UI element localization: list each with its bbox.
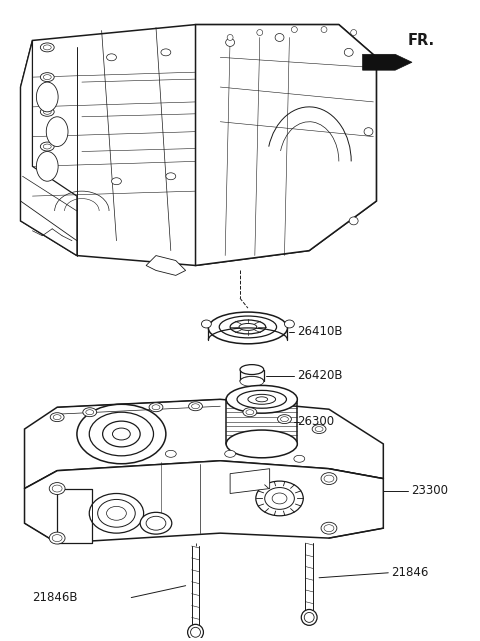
Ellipse shape (294, 455, 305, 462)
Ellipse shape (291, 26, 297, 33)
Ellipse shape (246, 410, 254, 415)
Polygon shape (57, 488, 92, 543)
Ellipse shape (315, 426, 323, 431)
Ellipse shape (321, 26, 327, 33)
Ellipse shape (140, 512, 172, 534)
Ellipse shape (275, 33, 284, 42)
Ellipse shape (225, 451, 236, 457)
Ellipse shape (324, 525, 334, 531)
Text: FR.: FR. (408, 33, 435, 48)
Ellipse shape (277, 415, 291, 424)
Ellipse shape (49, 532, 65, 544)
Ellipse shape (351, 29, 357, 35)
Ellipse shape (46, 117, 68, 147)
Text: 26410B: 26410B (297, 326, 343, 338)
Ellipse shape (77, 404, 166, 463)
Ellipse shape (257, 29, 263, 35)
Ellipse shape (40, 107, 54, 116)
Ellipse shape (230, 320, 266, 334)
Ellipse shape (226, 385, 297, 413)
Ellipse shape (40, 43, 54, 52)
Ellipse shape (111, 178, 121, 185)
Polygon shape (146, 256, 186, 276)
Ellipse shape (36, 151, 58, 181)
Polygon shape (230, 469, 270, 494)
Ellipse shape (161, 49, 171, 56)
Ellipse shape (304, 612, 314, 622)
Ellipse shape (226, 430, 297, 458)
Ellipse shape (107, 506, 126, 520)
Ellipse shape (208, 312, 288, 344)
Ellipse shape (321, 522, 337, 534)
Polygon shape (21, 24, 376, 265)
Ellipse shape (89, 494, 144, 533)
Ellipse shape (166, 451, 176, 457)
Ellipse shape (107, 54, 117, 61)
Ellipse shape (324, 475, 334, 482)
Ellipse shape (36, 82, 58, 112)
Ellipse shape (40, 72, 54, 81)
Ellipse shape (89, 412, 154, 456)
Ellipse shape (191, 628, 201, 637)
Ellipse shape (280, 417, 288, 422)
Ellipse shape (312, 424, 326, 433)
Text: 23300: 23300 (411, 484, 448, 497)
Ellipse shape (146, 516, 166, 530)
Text: 26420B: 26420B (297, 369, 343, 382)
Ellipse shape (50, 413, 64, 422)
Ellipse shape (43, 110, 51, 114)
Ellipse shape (256, 481, 303, 516)
Text: 26300: 26300 (297, 415, 335, 428)
Polygon shape (24, 461, 384, 543)
Ellipse shape (166, 173, 176, 179)
Text: 21846: 21846 (391, 566, 429, 579)
Ellipse shape (240, 365, 264, 374)
Polygon shape (24, 399, 384, 488)
Ellipse shape (43, 144, 51, 149)
Ellipse shape (349, 217, 358, 225)
Ellipse shape (86, 410, 94, 415)
Ellipse shape (53, 415, 61, 420)
Ellipse shape (202, 320, 211, 328)
Ellipse shape (189, 402, 203, 411)
Ellipse shape (43, 45, 51, 50)
Polygon shape (362, 54, 412, 70)
Text: 21846B: 21846B (33, 591, 78, 604)
Ellipse shape (226, 38, 235, 46)
Ellipse shape (49, 483, 65, 494)
Ellipse shape (103, 421, 140, 447)
Polygon shape (195, 24, 376, 265)
Ellipse shape (248, 394, 276, 404)
Ellipse shape (43, 74, 51, 79)
Ellipse shape (149, 403, 163, 412)
Ellipse shape (188, 624, 204, 640)
Ellipse shape (227, 35, 233, 40)
Ellipse shape (83, 408, 96, 417)
Ellipse shape (52, 485, 62, 492)
Ellipse shape (344, 48, 353, 56)
Ellipse shape (97, 499, 135, 527)
Ellipse shape (243, 408, 257, 417)
Ellipse shape (321, 472, 337, 485)
Ellipse shape (256, 397, 268, 402)
Ellipse shape (152, 404, 160, 410)
Ellipse shape (40, 142, 54, 151)
Ellipse shape (264, 488, 294, 510)
Ellipse shape (272, 493, 287, 504)
Ellipse shape (237, 390, 287, 408)
Ellipse shape (285, 320, 294, 328)
Polygon shape (21, 40, 77, 256)
Ellipse shape (219, 316, 276, 338)
Ellipse shape (240, 376, 264, 387)
Ellipse shape (52, 535, 62, 542)
Ellipse shape (239, 324, 257, 330)
Ellipse shape (112, 428, 130, 440)
Ellipse shape (301, 610, 317, 626)
Ellipse shape (364, 128, 373, 136)
Ellipse shape (192, 404, 200, 409)
